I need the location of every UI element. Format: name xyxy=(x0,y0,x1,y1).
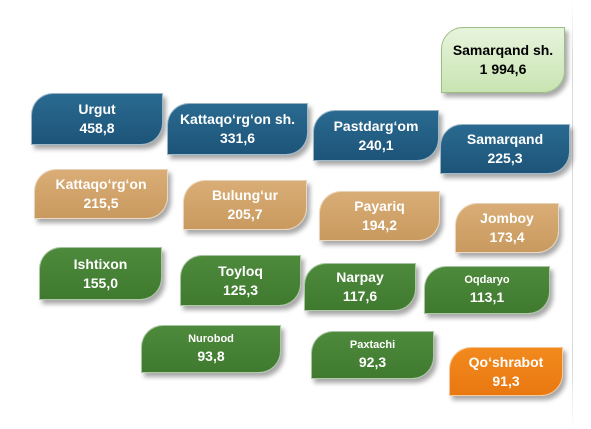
tile-name: Nurobod xyxy=(188,333,234,345)
tile-payariq: Payariq 194,2 xyxy=(319,191,440,241)
tile-name: Jomboy xyxy=(480,210,534,227)
tile-name: Payariq xyxy=(354,198,405,215)
tile-pastdargom: Pastdarg‘om 240,1 xyxy=(313,110,439,161)
tile-qoshrabot: Qo‘shrabot 91,3 xyxy=(449,347,563,396)
tile-value: 1 994,6 xyxy=(479,61,527,77)
tile-value: 113,1 xyxy=(469,289,505,306)
tile-samarqand: Samarqand 225,3 xyxy=(440,124,570,174)
tile-name: Qo‘shrabot xyxy=(468,353,544,370)
tile-bulungur: Bulung‘ur 205,7 xyxy=(183,180,307,230)
tile-value: 92,3 xyxy=(358,354,387,371)
tile-name: Toyloq xyxy=(218,262,263,279)
tile-value: 194,2 xyxy=(361,217,398,233)
tile-value: 117,6 xyxy=(342,288,378,304)
right-edge-line xyxy=(572,0,573,429)
tile-value: 155,0 xyxy=(82,274,119,291)
tile-name: Kattaqo‘rg‘on sh. xyxy=(179,111,296,128)
tile-value: 215,5 xyxy=(83,195,119,211)
tile-value: 173,4 xyxy=(489,229,525,245)
tile-name: Bulung‘ur xyxy=(211,187,279,204)
tile-name: Ishtixon xyxy=(73,255,128,272)
tile-name: Pastdarg‘om xyxy=(333,117,419,134)
tile-jomboy: Jomboy 173,4 xyxy=(455,203,559,253)
tile-samarqand-sh: Samarqand sh. 1 994,6 xyxy=(441,27,565,93)
tile-value: 205,7 xyxy=(227,206,263,222)
tile-value: 240,1 xyxy=(358,136,394,153)
tile-name: Paxtachi xyxy=(349,339,396,351)
tile-value: 125,3 xyxy=(222,281,259,298)
tile-name: Kattaqo‘rg‘on xyxy=(55,176,147,193)
tile-name: Samarqand xyxy=(466,131,544,148)
tile-name: Oqdaryo xyxy=(464,274,510,286)
tile-narpay: Narpay 117,6 xyxy=(304,263,416,311)
tile-toyloq: Toyloq 125,3 xyxy=(180,255,301,306)
tile-value: 225,3 xyxy=(487,150,523,166)
tile-value: 458,8 xyxy=(79,120,115,136)
tile-value: 91,3 xyxy=(492,372,520,389)
tile-value: 93,8 xyxy=(197,348,225,365)
tile-paxtachi: Paxtachi 92,3 xyxy=(311,331,434,379)
tile-value: 331,6 xyxy=(219,130,256,146)
tile-ishtixon: Ishtixon 155,0 xyxy=(39,247,162,300)
tile-kattaqorgon: Kattaqo‘rg‘on 215,5 xyxy=(34,169,168,219)
tile-urgut: Urgut 458,8 xyxy=(31,93,163,145)
tile-name: Narpay xyxy=(336,269,384,286)
tile-nurobod: Nurobod 93,8 xyxy=(141,325,281,373)
tile-kattaqorgon-sh: Kattaqo‘rg‘on sh. 331,6 xyxy=(167,103,308,155)
tile-name: Urgut xyxy=(78,101,116,118)
tile-oqdaryo: Oqdaryo 113,1 xyxy=(424,266,550,314)
tile-name: Samarqand sh. xyxy=(452,42,554,59)
